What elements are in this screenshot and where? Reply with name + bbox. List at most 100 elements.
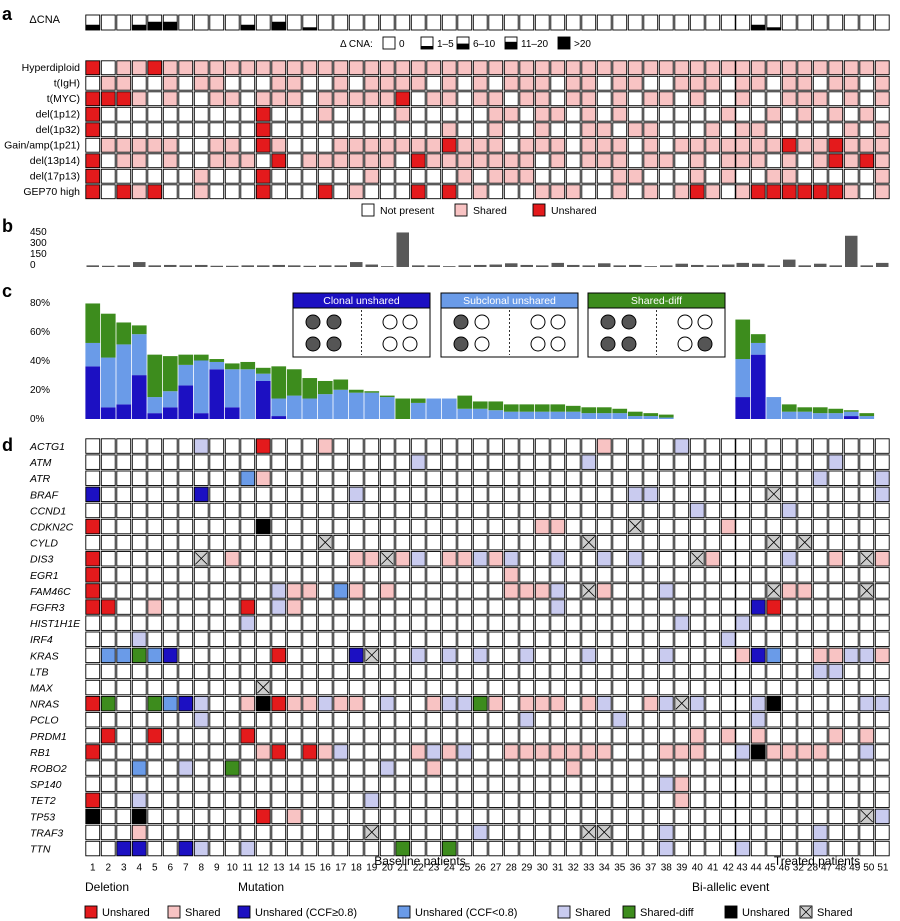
cna-cell <box>348 137 364 153</box>
cna-cell <box>472 137 488 153</box>
mutation-cell <box>209 760 225 776</box>
mutation-cell <box>488 631 504 647</box>
cna-cell <box>828 75 844 91</box>
cna-cell <box>705 137 721 153</box>
mutation-cell <box>426 663 442 680</box>
mutation-cell <box>240 663 256 680</box>
mutation-cell <box>581 631 597 647</box>
cna-cell <box>333 184 349 200</box>
cna-cell <box>457 153 473 169</box>
ccf-bar-segment <box>317 394 333 419</box>
mutation-cell <box>797 792 813 808</box>
mutation-cell <box>147 792 163 808</box>
cna-cell <box>565 184 581 200</box>
mutation-cell <box>781 551 797 567</box>
cna-cell <box>286 60 302 76</box>
cna-cell <box>534 122 550 138</box>
patient-tick: 5 <box>152 863 158 874</box>
mutation-cell <box>503 824 519 841</box>
patient-tick: 17 <box>335 863 347 874</box>
mutation-cell <box>859 744 875 760</box>
mutation-cell <box>874 792 890 808</box>
mutation-cell <box>271 760 287 776</box>
ccf-bar-segment <box>224 363 240 370</box>
mutation-cell <box>178 744 194 760</box>
mutation-cell <box>147 502 163 519</box>
mutation-cell <box>457 583 473 599</box>
mutation-cell <box>333 776 349 792</box>
cna-cell <box>735 137 751 153</box>
cna-cell <box>240 137 256 153</box>
delta-cna-cell <box>797 14 813 31</box>
mutation-cell <box>735 567 751 583</box>
patient-tick: 23 <box>428 863 440 874</box>
mutation-cell <box>874 647 890 664</box>
cna-cell <box>596 122 612 138</box>
cna-cell <box>255 168 271 184</box>
mutation-cell <box>333 744 349 760</box>
biallelic-shared-cross <box>691 552 704 565</box>
mutation-cell <box>317 631 333 647</box>
mutation-cell <box>565 567 581 583</box>
inset-clone-circle <box>382 336 398 352</box>
inset-clone-circle <box>600 314 616 330</box>
mutation-cell <box>812 663 828 680</box>
cna-row-label: del(17p13) <box>30 171 80 183</box>
mutation-cell <box>581 808 597 825</box>
inset-clone-circle <box>677 336 693 352</box>
mutation-cell <box>395 744 411 760</box>
mutation-cell <box>843 518 859 535</box>
mutation-cell <box>781 567 797 583</box>
ccf-bar-segment <box>750 342 766 355</box>
mutation-cell <box>828 502 844 519</box>
cnb-bar <box>133 262 146 267</box>
mutation-cell <box>224 470 240 486</box>
mutation-cell <box>302 518 318 535</box>
cnb-bar <box>396 232 409 267</box>
mutation-cell <box>874 679 890 696</box>
mutation-legend: Deletion Mutation Bi-allelic eventUnshared… <box>84 880 852 919</box>
cna-cell <box>565 168 581 184</box>
mutation-cell <box>797 744 813 760</box>
ccf-bar-segment <box>271 416 287 419</box>
cna-cell <box>488 137 504 153</box>
mutation-cell <box>379 470 395 486</box>
mutation-cell <box>240 808 256 825</box>
mutation-cell <box>426 567 442 583</box>
biallelic-shared-cross <box>195 552 208 565</box>
cna-cell <box>812 75 828 91</box>
mutation-cell <box>441 663 457 680</box>
ccf-bar-segment <box>612 413 628 419</box>
mutation-cell <box>658 728 674 744</box>
cna-cell <box>550 153 566 169</box>
mutation-cell <box>271 728 287 744</box>
cna-cell <box>534 137 550 153</box>
mutation-cell <box>286 808 302 825</box>
cna-cell <box>674 137 690 153</box>
mutation-cell <box>643 808 659 825</box>
mutation-cell <box>162 808 178 825</box>
mutation-cell <box>348 840 364 857</box>
cna-cell <box>735 91 751 107</box>
mutation-cell <box>488 583 504 599</box>
mutation-cell <box>302 712 318 728</box>
mutation-cell <box>689 438 705 454</box>
cna-cell <box>255 106 271 122</box>
mutation-cell <box>100 712 116 728</box>
ccf-bar-segment <box>781 404 797 412</box>
mutation-cell <box>348 486 364 503</box>
mutation-cell <box>735 840 751 857</box>
mutation-cell <box>410 470 426 486</box>
cna-cell <box>379 91 395 107</box>
mutation-cell <box>581 663 597 680</box>
cnb-bar <box>148 265 161 267</box>
mutation-cell <box>843 760 859 776</box>
mutation-cell <box>843 470 859 486</box>
cna-cell <box>874 106 890 122</box>
patient-tick: 42 <box>723 863 735 874</box>
cna-cell <box>519 60 535 76</box>
mutation-cell <box>766 679 782 696</box>
mutation-cell <box>596 744 612 760</box>
mutation-cell <box>735 663 751 680</box>
cna-cell <box>178 168 194 184</box>
